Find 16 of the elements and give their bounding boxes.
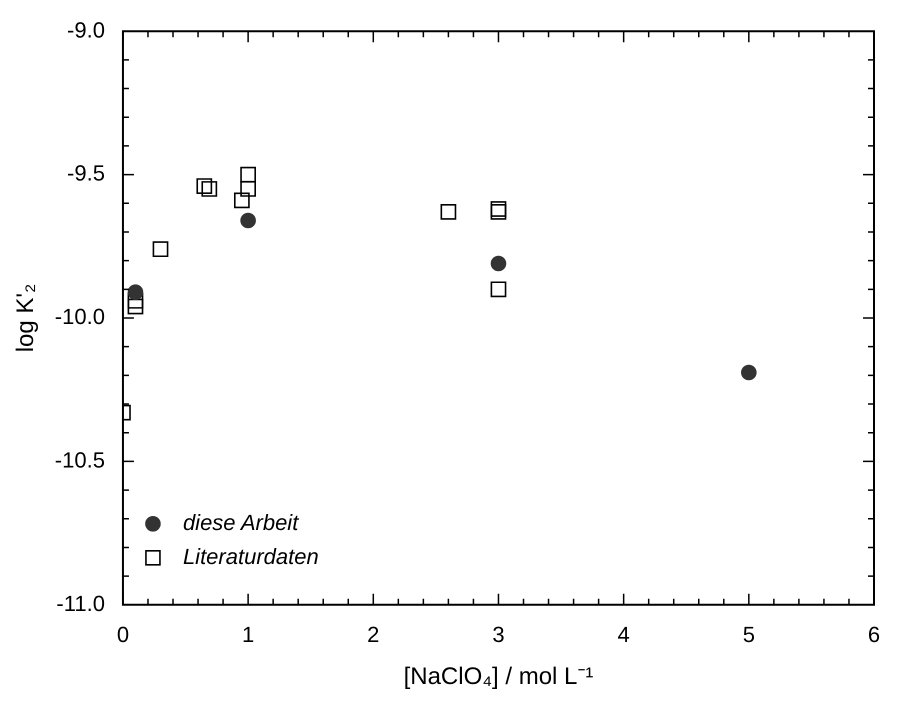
- x-axis-title: [NaClO₄] / mol L⁻¹: [404, 663, 594, 690]
- y-tick-label: -11.0: [56, 590, 105, 616]
- x-tick-label: 6: [868, 622, 880, 648]
- y-tick-label: -10.5: [54, 447, 105, 472]
- y-tick-label: -10.0: [54, 304, 105, 330]
- x-tick-label: 4: [618, 622, 630, 648]
- x-tick-label: 5: [742, 622, 755, 648]
- x-tick-label: 1: [242, 622, 254, 648]
- x-tick-label: 3: [492, 622, 505, 648]
- legend-label: diese Arbeit: [182, 510, 300, 535]
- legend-label: Literaturdaten: [182, 544, 319, 569]
- y-axis-title: log K'₂: [12, 284, 40, 352]
- y-tick-label: -9.5: [67, 160, 105, 186]
- y-tick-label: -9.0: [67, 17, 105, 42]
- x-tick-label: 2: [367, 622, 380, 648]
- x-tick-label: 0: [116, 622, 130, 648]
